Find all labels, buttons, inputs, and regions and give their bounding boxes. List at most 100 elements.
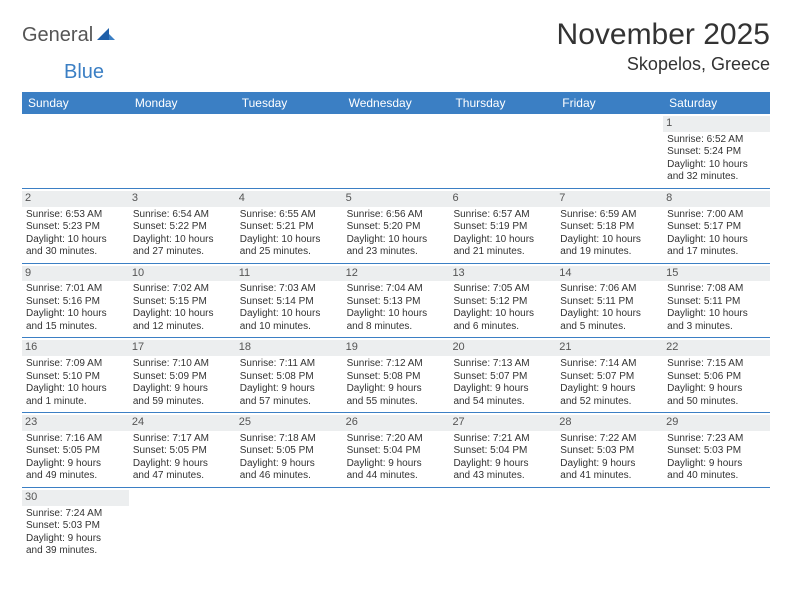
daylight-line: and 23 minutes. (347, 246, 446, 259)
daylight-line: and 10 minutes. (240, 321, 339, 334)
daylight-line: and 15 minutes. (26, 321, 125, 334)
daylight-line: Daylight: 9 hours (560, 458, 659, 471)
sunrise-line: Sunrise: 6:57 AM (453, 209, 552, 222)
calendar-week: 30Sunrise: 7:24 AMSunset: 5:03 PMDayligh… (22, 488, 770, 562)
daylight-line: Daylight: 10 hours (347, 308, 446, 321)
daylight-line: Daylight: 10 hours (560, 308, 659, 321)
day-number: 29 (663, 415, 770, 431)
weekday-header: Wednesday (343, 92, 450, 114)
sunset-line: Sunset: 5:18 PM (560, 221, 659, 234)
calendar-day: 16Sunrise: 7:09 AMSunset: 5:10 PMDayligh… (22, 338, 129, 412)
daylight-line: Daylight: 10 hours (133, 308, 232, 321)
sunset-line: Sunset: 5:09 PM (133, 371, 232, 384)
daylight-line: Daylight: 9 hours (560, 383, 659, 396)
calendar-day: 12Sunrise: 7:04 AMSunset: 5:13 PMDayligh… (343, 264, 450, 338)
calendar-day-empty (449, 114, 556, 188)
daylight-line: Daylight: 10 hours (240, 234, 339, 247)
daylight-line: Daylight: 9 hours (240, 458, 339, 471)
weeks-container: 1Sunrise: 6:52 AMSunset: 5:24 PMDaylight… (22, 114, 770, 562)
calendar-day-empty (343, 488, 450, 562)
calendar-day: 23Sunrise: 7:16 AMSunset: 5:05 PMDayligh… (22, 413, 129, 487)
day-number: 23 (22, 415, 129, 431)
sunset-line: Sunset: 5:14 PM (240, 296, 339, 309)
calendar-day-empty (449, 488, 556, 562)
daylight-line: Daylight: 9 hours (26, 533, 125, 546)
sunset-line: Sunset: 5:06 PM (667, 371, 766, 384)
sunrise-line: Sunrise: 7:17 AM (133, 433, 232, 446)
day-number: 17 (129, 340, 236, 356)
daylight-line: and 32 minutes. (667, 171, 766, 184)
calendar-grid: SundayMondayTuesdayWednesdayThursdayFrid… (22, 92, 770, 562)
calendar-day-empty (556, 114, 663, 188)
day-number: 27 (449, 415, 556, 431)
weekday-header: Monday (129, 92, 236, 114)
day-number: 25 (236, 415, 343, 431)
calendar-day: 24Sunrise: 7:17 AMSunset: 5:05 PMDayligh… (129, 413, 236, 487)
day-number: 28 (556, 415, 663, 431)
calendar-day: 6Sunrise: 6:57 AMSunset: 5:19 PMDaylight… (449, 189, 556, 263)
daylight-line: Daylight: 10 hours (26, 234, 125, 247)
sunset-line: Sunset: 5:22 PM (133, 221, 232, 234)
calendar-day: 7Sunrise: 6:59 AMSunset: 5:18 PMDaylight… (556, 189, 663, 263)
daylight-line: Daylight: 10 hours (453, 234, 552, 247)
calendar-day: 13Sunrise: 7:05 AMSunset: 5:12 PMDayligh… (449, 264, 556, 338)
daylight-line: and 43 minutes. (453, 470, 552, 483)
weekday-header: Friday (556, 92, 663, 114)
calendar-day: 27 Sunrise: 7:21 AMSunset: 5:04 PMDayligh… (449, 413, 556, 487)
daylight-line: and 41 minutes. (560, 470, 659, 483)
daylight-line: and 55 minutes. (347, 396, 446, 409)
daylight-line: and 27 minutes. (133, 246, 232, 259)
sunset-line: Sunset: 5:07 PM (453, 371, 552, 384)
day-number: 10 (129, 266, 236, 282)
sunset-line: Sunset: 5:04 PM (453, 445, 552, 458)
calendar-day: 3Sunrise: 6:54 AMSunset: 5:22 PMDaylight… (129, 189, 236, 263)
sunset-line: Sunset: 5:04 PM (347, 445, 446, 458)
sunrise-line: Sunrise: 7:00 AM (667, 209, 766, 222)
daylight-line: Daylight: 9 hours (453, 458, 552, 471)
sunrise-line: Sunrise: 7:03 AM (240, 283, 339, 296)
calendar-day-empty (236, 488, 343, 562)
calendar-day: 21Sunrise: 7:14 AMSunset: 5:07 PMDayligh… (556, 338, 663, 412)
sunset-line: Sunset: 5:10 PM (26, 371, 125, 384)
calendar-day-empty (556, 488, 663, 562)
calendar-day: 20Sunrise: 7:13 AMSunset: 5:07 PMDayligh… (449, 338, 556, 412)
daylight-line: and 44 minutes. (347, 470, 446, 483)
daylight-line: Daylight: 10 hours (133, 234, 232, 247)
weekday-header: Tuesday (236, 92, 343, 114)
sunrise-line: Sunrise: 7:10 AM (133, 358, 232, 371)
daylight-line: Daylight: 9 hours (347, 383, 446, 396)
daylight-line: and 49 minutes. (26, 470, 125, 483)
daylight-line: and 40 minutes. (667, 470, 766, 483)
sunset-line: Sunset: 5:20 PM (347, 221, 446, 234)
calendar-day: 2Sunrise: 6:53 AMSunset: 5:23 PMDaylight… (22, 189, 129, 263)
sunrise-line: Sunrise: 7:12 AM (347, 358, 446, 371)
weekday-header: Thursday (449, 92, 556, 114)
calendar-day: 26Sunrise: 7:20 AMSunset: 5:04 PMDayligh… (343, 413, 450, 487)
sunset-line: Sunset: 5:12 PM (453, 296, 552, 309)
daylight-line: Daylight: 9 hours (133, 458, 232, 471)
calendar-day-empty (343, 114, 450, 188)
daylight-line: and 6 minutes. (453, 321, 552, 334)
sunrise-line: Sunrise: 6:55 AM (240, 209, 339, 222)
sunset-line: Sunset: 5:05 PM (133, 445, 232, 458)
calendar-day: 10Sunrise: 7:02 AMSunset: 5:15 PMDayligh… (129, 264, 236, 338)
sunrise-line: Sunrise: 7:21 AM (453, 433, 552, 446)
sunrise-line: Sunrise: 7:23 AM (667, 433, 766, 446)
sunrise-line: Sunrise: 7:04 AM (347, 283, 446, 296)
sunset-line: Sunset: 5:08 PM (240, 371, 339, 384)
day-number: 3 (129, 191, 236, 207)
daylight-line: and 3 minutes. (667, 321, 766, 334)
calendar-day-empty (663, 488, 770, 562)
daylight-line: and 17 minutes. (667, 246, 766, 259)
day-number: 8 (663, 191, 770, 207)
calendar-day: 22Sunrise: 7:15 AMSunset: 5:06 PMDayligh… (663, 338, 770, 412)
sunrise-line: Sunrise: 6:53 AM (26, 209, 125, 222)
daylight-line: and 1 minute. (26, 396, 125, 409)
sunrise-line: Sunrise: 7:14 AM (560, 358, 659, 371)
daylight-line: Daylight: 10 hours (667, 234, 766, 247)
day-number: 30 (22, 490, 129, 506)
daylight-line: Daylight: 10 hours (240, 308, 339, 321)
sunset-line: Sunset: 5:17 PM (667, 221, 766, 234)
day-number: 26 (343, 415, 450, 431)
sunrise-line: Sunrise: 7:20 AM (347, 433, 446, 446)
